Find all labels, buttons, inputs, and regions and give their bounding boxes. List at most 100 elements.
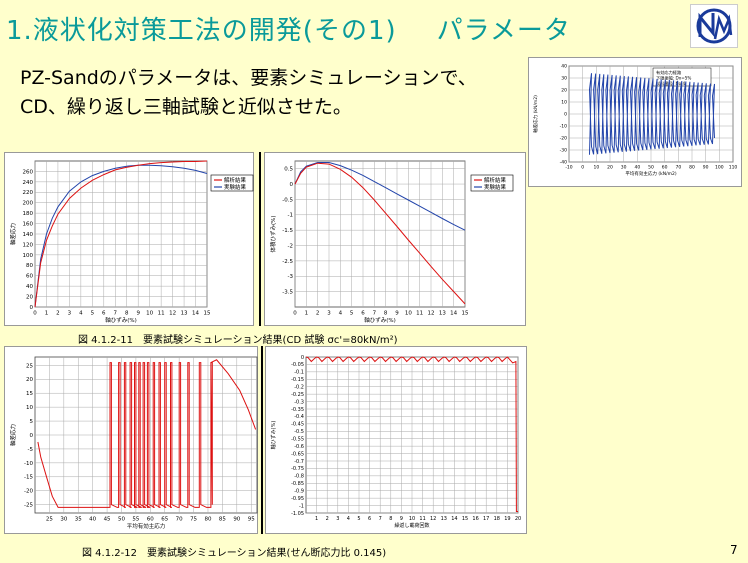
x-tick-label: 60: [147, 517, 154, 523]
y-tick-label: -20: [24, 489, 33, 495]
x-tick-label: 35: [75, 517, 82, 523]
y-tick-label: -0.15: [291, 377, 304, 383]
y-tick-label: 140: [23, 232, 34, 238]
x-tick-label: 15: [462, 516, 468, 522]
y-tick-label: 260: [23, 169, 34, 175]
x-tick-label: 13: [181, 311, 188, 317]
y-tick-label: 0: [301, 355, 304, 361]
y-tick-label: -0.6: [294, 444, 304, 450]
x-tick-label: 90: [703, 165, 709, 171]
y-tick-label: -1: [299, 503, 304, 509]
x-tick-label: 6: [368, 516, 371, 522]
y-tick-label: -0.75: [291, 466, 304, 472]
x-tick-label: 110: [729, 165, 738, 171]
x-tick-label: 95: [248, 517, 255, 523]
x-axis-label: 軸ひずみ(%): [105, 316, 137, 324]
x-tick-label: 6: [361, 311, 365, 317]
x-tick-label: 1: [315, 516, 318, 522]
y-tick-label: -0.3: [294, 399, 304, 405]
x-tick-label: 50: [118, 517, 125, 523]
x-tick-label: 2: [326, 516, 329, 522]
y-tick-label: 20: [561, 88, 567, 94]
y-tick-label: 40: [561, 64, 567, 70]
x-tick-label: 16: [472, 516, 478, 522]
x-tick-label: 9: [395, 311, 399, 317]
x-tick-label: 5: [357, 516, 360, 522]
caption-fig12: 図 4.1.2-12 要素試験シミュレーション結果(せん断応力比 0.145): [82, 548, 387, 559]
logo: [690, 4, 738, 48]
x-tick-label: 7: [379, 516, 382, 522]
chart-fig11a: 0 1 2 3 4 5 6 7 8 9 10 11 12 13 14 15 260 240 220 200 180 160…: [4, 152, 254, 326]
x-tick-label: 0: [33, 311, 37, 317]
caption-fig11: 図 4.1.2-11 要素試験シミュレーション結果(CD 試験 σc'=80kN…: [78, 335, 398, 346]
y-tick-label: -1.05: [291, 511, 304, 517]
y-tick-label: 30: [561, 76, 567, 82]
x-tick-label: 0: [293, 311, 297, 317]
x-tick-label: 30: [621, 165, 627, 171]
x-tick-label: 10: [405, 311, 412, 317]
y-axis-label: 軸差応力: [9, 223, 17, 245]
y-tick-label: -0.9: [294, 488, 304, 494]
series-stress-path-line: [588, 73, 715, 155]
x-tick-label: 4: [347, 516, 350, 522]
y-tick-label: 160: [23, 221, 34, 227]
y-tick-label: 0.5: [284, 167, 293, 173]
divider-fig11: [259, 152, 261, 326]
y-tick-label: 0: [290, 182, 294, 188]
x-tick-label: 11: [416, 311, 423, 317]
y-tick-label: -25: [24, 503, 33, 509]
x-tick-label: 70: [675, 165, 681, 171]
x-tick-label: 17: [483, 516, 489, 522]
x-tick-label: 5: [91, 311, 95, 317]
x-tick-label: 11: [158, 311, 165, 317]
y-tick-label: -0.5: [294, 429, 304, 435]
y-tick-label: 60: [26, 274, 33, 280]
x-tick-label: 4: [339, 311, 343, 317]
x-tick-label: 8: [384, 311, 388, 317]
y-tick-label: -0.4: [294, 414, 304, 420]
legend-label: 有効応力経路: [656, 69, 682, 76]
y-tick-label: -3.5: [282, 290, 293, 296]
x-tick-label: 13: [439, 311, 446, 317]
x-tick-label: 8: [389, 516, 392, 522]
x-tick-label: 9: [136, 311, 140, 317]
x-tick-label: 10: [409, 516, 415, 522]
y-tick-label: 25: [26, 363, 33, 369]
x-tick-label: 14: [451, 516, 457, 522]
chart-fig12b: 1 2 3 4 5 6 7 8 9 10 11 12 13 14 15 16 17 18 19 20 0 -0.05 -0.…: [265, 346, 527, 534]
y-tick-label: -2: [288, 243, 293, 249]
y-tick-label: 10: [561, 100, 567, 106]
x-tick-label: 15: [204, 311, 211, 317]
y-tick-label: -1: [288, 213, 293, 219]
y-tick-label: -15: [24, 475, 33, 481]
x-tick-label: 4: [79, 311, 83, 317]
y-tick-label: 40: [26, 284, 33, 290]
y-tick-label: -5: [28, 447, 34, 453]
page-title: 1.液状化対策工法の開発(その1) パラメータ: [6, 10, 571, 47]
x-tick-label: 10: [593, 165, 599, 171]
x-tick-label: 75: [190, 517, 197, 523]
plot-area: [294, 160, 466, 308]
x-axis-label: 繰返し載荷回数: [394, 522, 429, 529]
legend-label: 下限振幅: Dx=5%: [656, 75, 691, 82]
x-tick-label: 20: [515, 516, 521, 522]
series-experiment-line: [34, 164, 208, 308]
y-tick-label: 0: [564, 112, 567, 118]
y-tick-label: 100: [23, 253, 34, 259]
y-tick-label: 20: [26, 294, 33, 300]
divider-fig12: [261, 346, 263, 534]
chart-fig11b: 0 1 2 3 4 5 6 7 8 9 10 11 12 13 14 15 0.5 0 -0.5 -1 -1.5 -2 -2…: [264, 152, 526, 326]
x-tick-label: 8: [125, 311, 129, 317]
x-tick-label: 1: [305, 311, 309, 317]
y-tick-label: -0.2: [294, 384, 304, 390]
x-tick-label: 100: [715, 165, 724, 171]
y-tick-label: 0: [30, 305, 34, 311]
series-axial-strain-line: [305, 356, 518, 512]
y-tick-label: 240: [23, 180, 34, 186]
y-tick-label: -0.95: [291, 496, 304, 502]
x-tick-label: 40: [634, 165, 640, 171]
y-tick-label: 5: [30, 419, 34, 425]
logo-icon: [696, 8, 733, 44]
y-tick-label: -0.55: [291, 436, 304, 442]
x-tick-label: 3: [336, 516, 339, 522]
